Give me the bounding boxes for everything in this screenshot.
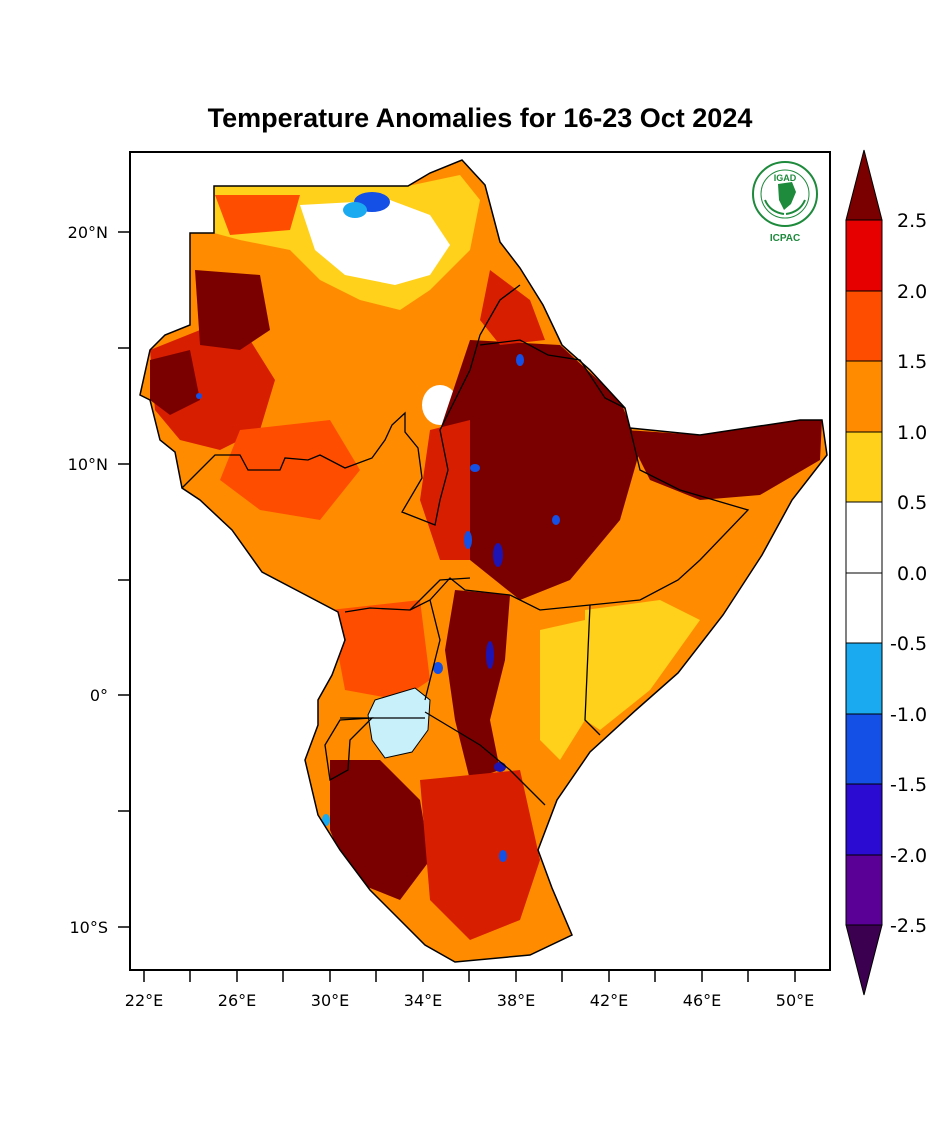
northwest-orange-red xyxy=(215,195,300,235)
y-tick-label: 10°N xyxy=(68,455,108,474)
uganda-kenya-border xyxy=(424,599,441,701)
colorbar-label: 2.5 xyxy=(897,210,927,232)
kenya-east-yellow xyxy=(540,620,585,760)
west-edge-deep-red xyxy=(150,350,200,415)
x-tick-label: 38°E xyxy=(497,991,535,1010)
colorbar-label: -1.5 xyxy=(890,774,927,796)
tanzania-west-deep-red xyxy=(330,760,430,900)
somalia-kenya-border xyxy=(584,604,601,736)
y-tick-label: 10°S xyxy=(69,918,108,937)
colorbar-bin xyxy=(845,219,883,292)
colorbar-bin xyxy=(845,572,883,644)
uganda-orange-red xyxy=(330,600,430,700)
laurel-left-icon xyxy=(764,199,785,215)
kenya-cold-spot xyxy=(486,641,494,669)
somaliland-deep-red xyxy=(625,420,822,500)
darfur-cold-spot xyxy=(196,393,202,399)
anomaly-field xyxy=(140,160,827,962)
x-tick-label: 26°E xyxy=(218,991,256,1010)
highland-cold-spot xyxy=(493,543,503,567)
northern-white-zone xyxy=(300,200,450,285)
colorbar-bin xyxy=(845,360,883,433)
igad-icpac-logo: IGAD ICPAC xyxy=(752,161,818,244)
kenya-tanzania-border xyxy=(424,711,546,806)
x-tick-label: 42°E xyxy=(590,991,628,1010)
y-tick-label: 0° xyxy=(90,686,108,705)
colorbar-bin xyxy=(845,783,883,856)
sudan-ethiopia-border xyxy=(439,284,521,471)
laurel-right-icon xyxy=(785,199,806,215)
south-sudan-uganda-border xyxy=(344,577,471,613)
colorbar-label: -1.0 xyxy=(890,704,927,726)
lake-victoria xyxy=(367,687,431,759)
x-tick-label: 46°E xyxy=(683,991,721,1010)
x-tick-label: 22°E xyxy=(125,991,163,1010)
africa-icon xyxy=(778,182,796,210)
ethiopia-somalia-border xyxy=(509,427,750,611)
ethiopia-west-red xyxy=(420,420,470,560)
highland-cold-spot xyxy=(470,464,480,472)
logo-bottom-text: ICPAC xyxy=(770,233,800,244)
x-tick-label: 30°E xyxy=(311,991,349,1010)
southern-somalia-yellow xyxy=(585,600,700,730)
y-axis-ticks xyxy=(118,231,130,928)
tanzania-cold-spot xyxy=(499,850,507,862)
colorbar-bin xyxy=(845,431,883,503)
coastline xyxy=(139,159,828,963)
logo-top-text: IGAD xyxy=(774,173,797,183)
colorbar-bin xyxy=(845,854,883,926)
x-tick-label: 50°E xyxy=(776,991,814,1010)
western-deep-red-zone xyxy=(195,270,270,350)
x-tick-label: 34°E xyxy=(404,991,442,1010)
highland-cold-spot xyxy=(552,515,560,525)
kilimanjaro-cold-spot xyxy=(494,762,506,772)
x-axis-ticks xyxy=(143,970,796,982)
colorbar-label: -0.5 xyxy=(890,633,927,655)
colorbar-bin xyxy=(845,290,883,362)
plot-frame xyxy=(129,151,831,971)
colorbar-label: 1.0 xyxy=(897,422,927,444)
tanganyika-cool-spot xyxy=(322,814,330,826)
rift-valley-deep-red xyxy=(445,590,510,780)
colorbar-label: 0.5 xyxy=(897,492,927,514)
colorbar-bin xyxy=(845,642,883,715)
eritrea-red xyxy=(480,270,545,345)
colorbar-upper-triangle xyxy=(845,149,883,221)
y-tick-label: 20°N xyxy=(68,223,108,242)
chad-orange-red xyxy=(220,420,360,520)
sudan-south-sudan-border xyxy=(181,411,449,526)
colorbar-label: 1.5 xyxy=(897,351,927,373)
ethiopia-kenya-border xyxy=(409,577,511,611)
highland-cold-spot xyxy=(516,354,524,366)
ethiopia-deep-red-zone xyxy=(440,340,640,600)
kenya-cold-spot xyxy=(433,662,443,674)
country-borders xyxy=(181,284,750,806)
colorbar-label: -2.0 xyxy=(890,845,927,867)
colorbar-lower-triangle xyxy=(845,924,883,996)
map-title: Temperature Anomalies for 16-23 Oct 2024 xyxy=(207,103,753,133)
colorbar-label: 0.0 xyxy=(897,563,927,585)
highland-cold-spot xyxy=(464,531,472,549)
northern-cool-spot xyxy=(343,202,367,218)
colorbar-label: -2.5 xyxy=(890,915,927,937)
eritrea-border xyxy=(479,339,626,409)
tanzania-east-red xyxy=(420,770,540,940)
colorbar-bin xyxy=(845,713,883,785)
colorbar-label: 2.0 xyxy=(897,281,927,303)
colorbar xyxy=(845,149,883,996)
colorbar-bin xyxy=(845,501,883,574)
